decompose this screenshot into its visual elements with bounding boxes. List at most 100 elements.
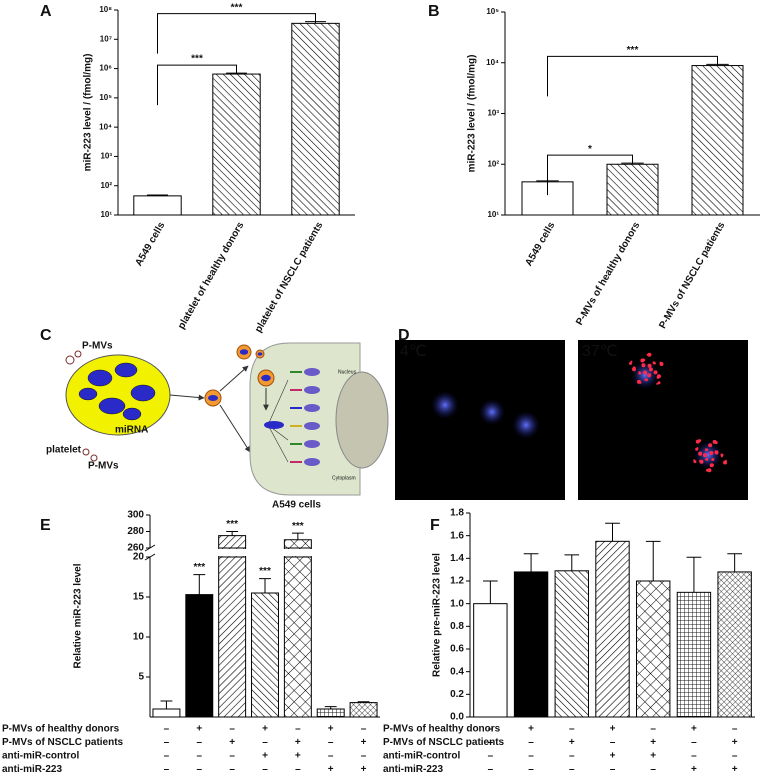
y-tick-label: 10 [133, 632, 145, 643]
bar [676, 591, 712, 718]
condition-mark: – [528, 764, 534, 775]
condition-mark: – [569, 724, 575, 735]
y-tick-label: 20 [133, 552, 145, 563]
axis-break-mark [144, 544, 156, 552]
condition-mark: – [164, 751, 170, 762]
condition-mark: – [262, 764, 268, 775]
condition-mark: – [164, 724, 170, 735]
error-bar [727, 553, 742, 572]
y-tick-label: 280 [127, 526, 144, 537]
condition-mark: – [262, 737, 268, 748]
bar [717, 571, 752, 718]
condition-label: P-MVs of NSCLC patients [383, 737, 505, 748]
y-tick-label: 10⁵ [486, 7, 499, 16]
y-tick-label: 10⁶ [99, 64, 112, 73]
condition-mark: + [528, 724, 534, 735]
red-signal [707, 444, 710, 447]
x-tick-label: P-MVs of NSCLC patients [657, 220, 727, 331]
condition-mark: – [197, 751, 203, 762]
x-tick-label: A549 cells [523, 220, 557, 268]
red-signal [704, 454, 707, 457]
red-signal [714, 450, 719, 455]
y-tick-label: 1.2 [450, 576, 464, 587]
red-signal [695, 447, 699, 451]
bar [473, 603, 508, 718]
y-tick-label: 10² [487, 159, 499, 168]
mirna [130, 384, 156, 402]
condition-label: anti-miR-control [383, 751, 460, 762]
condition-mark: + [610, 724, 616, 735]
vesicle [90, 454, 98, 462]
y-tick-label: 10³ [487, 109, 499, 118]
y-axis-label: miR-223 level / (fmol/mg) [83, 54, 94, 172]
significance-bracket [547, 154, 633, 196]
error-bar [291, 532, 304, 540]
red-signal [641, 364, 644, 367]
bar [316, 708, 345, 718]
significance-label: *** [231, 2, 243, 13]
ribosome [304, 440, 320, 448]
condition-mark: + [732, 737, 738, 748]
condition-mark: – [488, 751, 494, 762]
diagram-label: Cytoplasm [332, 475, 356, 481]
diagram-label: miRNA [115, 425, 148, 436]
x-tick-label: P-MVs of healthy donors [574, 220, 642, 327]
y-tick-label: 1.0 [450, 598, 464, 609]
error-bar [305, 21, 326, 24]
y-tick-label: 0.2 [450, 689, 464, 700]
vesicle [82, 448, 90, 456]
condition-mark: – [229, 724, 235, 735]
condition-mark: – [650, 764, 656, 775]
mirna [98, 397, 126, 415]
nucleus [335, 371, 389, 469]
mirna [239, 349, 249, 355]
bar [291, 22, 340, 216]
condition-label: anti-miR-control [2, 751, 79, 762]
nucleus-stain [479, 399, 505, 425]
red-signal [654, 370, 657, 373]
y-tick-label: 10⁴ [486, 58, 499, 67]
condition-mark: – [488, 764, 494, 775]
error-bar [147, 194, 168, 196]
vesicle [65, 355, 75, 365]
condition-mark: + [361, 737, 367, 748]
condition-mark: + [650, 751, 656, 762]
condition-label: P-MVs of healthy donors [2, 724, 120, 735]
red-signal [720, 453, 724, 457]
y-axis-label: Relative miR-223 level [73, 563, 84, 668]
condition-mark: + [610, 751, 616, 762]
y-tick-label: 10³ [100, 152, 112, 161]
micrograph-label: 37℃ [582, 343, 618, 360]
condition-mark: – [164, 737, 170, 748]
significance-label: *** [259, 566, 271, 577]
condition-mark: + [650, 737, 656, 748]
significance-label: *** [226, 519, 238, 530]
condition-mark: + [691, 724, 697, 735]
error-bar [193, 574, 206, 595]
error-bar [564, 554, 580, 571]
nucleus-stain [512, 411, 540, 439]
red-signal [657, 381, 661, 385]
condition-mark: – [528, 737, 534, 748]
significance-bracket [547, 55, 718, 97]
red-signal [707, 468, 712, 473]
y-tick-label: 1.4 [450, 553, 464, 564]
condition-mark: – [691, 737, 697, 748]
micrograph-label: 4℃ [400, 343, 427, 360]
y-tick-label: 1.6 [450, 530, 464, 541]
arrow [219, 365, 249, 392]
red-signal [639, 381, 642, 384]
condition-label: P-MVs of NSCLC patients [2, 737, 124, 748]
red-signal [724, 459, 727, 462]
condition-mark: + [262, 724, 268, 735]
y-tick-label: 10⁸ [99, 5, 112, 14]
y-tick-label: 10² [100, 181, 112, 190]
condition-mark: – [295, 724, 301, 735]
red-signal [659, 361, 662, 364]
condition-mark: + [569, 737, 575, 748]
significance-label: *** [191, 54, 203, 65]
red-signal [632, 367, 637, 372]
y-tick-label: 10⁴ [99, 122, 112, 131]
condition-mark: – [295, 764, 301, 775]
